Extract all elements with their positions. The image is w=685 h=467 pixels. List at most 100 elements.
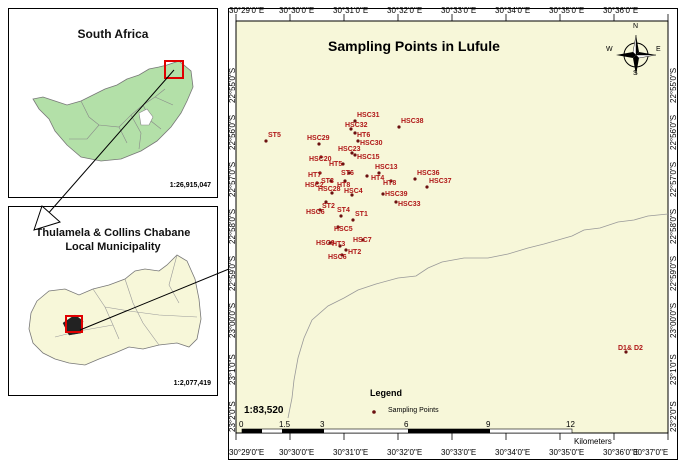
sampling-point-label: HSC2 bbox=[305, 182, 324, 189]
sampling-point-marker bbox=[319, 155, 323, 159]
sampling-point-marker bbox=[350, 193, 354, 197]
scale-label-1: 1.5 bbox=[279, 420, 291, 429]
lat-label-right-3: 22°58'0"S bbox=[669, 208, 678, 244]
lon-label-top-7: 30°36'0"E bbox=[603, 6, 639, 15]
sampling-point-marker bbox=[394, 200, 398, 204]
sampling-point-label: HSC28 bbox=[318, 186, 341, 193]
sampling-point-label: HSC30 bbox=[360, 140, 383, 147]
lat-label-right-5: 23°00'0"S bbox=[669, 302, 678, 338]
lon-label-bottom-1: 30°30'0"E bbox=[279, 448, 315, 457]
sampling-point-marker bbox=[329, 179, 333, 183]
lon-label-top-4: 30°33'0"E bbox=[441, 6, 477, 15]
sampling-point-marker bbox=[317, 142, 321, 146]
sampling-point-marker bbox=[318, 171, 322, 175]
lon-label-bottom-3: 30°32'0"E bbox=[387, 448, 423, 457]
sampling-point-marker bbox=[330, 191, 334, 195]
sampling-point-marker bbox=[365, 174, 369, 178]
lon-label-bottom-7: 30°36'0"E bbox=[603, 448, 639, 457]
sampling-point-label: HSC37 bbox=[429, 178, 452, 185]
compass-s: S bbox=[633, 70, 638, 77]
lat-label-right-6: 23°1'0"S bbox=[669, 354, 678, 385]
sampling-point-label: HSC39 bbox=[385, 191, 408, 198]
sampling-point-marker bbox=[338, 244, 342, 248]
sampling-point-label: HSC36 bbox=[417, 170, 440, 177]
scale-bar-labels: 0 1.5 3 6 9 12 bbox=[228, 420, 678, 430]
main-map: Sampling Points in Lufule N S W E HSC31 H… bbox=[228, 6, 678, 460]
sampling-point-label: ST6 bbox=[341, 170, 354, 177]
south-africa-scale: 1:26,915,047 bbox=[169, 182, 211, 189]
south-africa-title: South Africa bbox=[77, 27, 149, 41]
lon-label-bottom-0: 30°29'0"E bbox=[229, 448, 265, 457]
lon-label-bottom-4: 30°33'0"E bbox=[441, 448, 477, 457]
sampling-point-marker bbox=[351, 218, 355, 222]
sampling-point-label: HT2 bbox=[348, 249, 361, 256]
lat-label-right-2: 22°57'0"S bbox=[669, 161, 678, 197]
sampling-point-label: HT6 bbox=[357, 132, 370, 139]
sampling-point-label: HSC6 bbox=[306, 209, 325, 216]
municipality-title-line2: Local Municipality bbox=[65, 241, 161, 253]
sampling-point-marker bbox=[381, 192, 385, 196]
sampling-point-marker bbox=[347, 171, 351, 175]
frame-ticks bbox=[235, 14, 669, 440]
sampling-point-marker bbox=[353, 153, 357, 157]
sampling-point-marker bbox=[389, 179, 393, 183]
sampling-point-marker bbox=[425, 185, 429, 189]
sampling-point-marker bbox=[336, 225, 340, 229]
lat-label-left-2: 22°57'0"S bbox=[228, 161, 237, 197]
sampling-point-marker bbox=[349, 127, 353, 131]
sampling-point-label: ST1 bbox=[355, 211, 368, 218]
sampling-point-label: HSC4 bbox=[344, 188, 363, 195]
scale-bar bbox=[241, 428, 573, 434]
sampling-point-label: ST5 bbox=[268, 132, 281, 139]
compass-n: N bbox=[633, 23, 639, 30]
legend-point-icon bbox=[372, 410, 376, 414]
municipality-inset: Thulamela & Collins Chabane Local Munici… bbox=[8, 206, 218, 396]
lon-label-top-2: 30°31'0"E bbox=[333, 6, 369, 15]
sampling-point-label: HSC23 bbox=[338, 146, 361, 153]
sampling-point-label: HSC5 bbox=[334, 226, 353, 233]
sampling-points-layer: HSC31 HSC32 HT6 HSC38 HSC30 HSC29 ST5 HSC23 HSC2… bbox=[264, 112, 643, 354]
sampling-point-label: HT8 bbox=[337, 182, 350, 189]
map-title: Sampling Points in Lufule bbox=[328, 38, 500, 54]
sampling-point-marker bbox=[340, 253, 344, 257]
sampling-point-label: HSC32 bbox=[345, 122, 368, 129]
sampling-point-marker bbox=[353, 131, 357, 135]
sampling-point-marker bbox=[264, 139, 268, 143]
sampling-point-label: HT8 bbox=[383, 180, 396, 187]
lat-label-left-6: 23°1'0"S bbox=[228, 354, 237, 385]
sampling-point-label: HSC38 bbox=[401, 118, 424, 125]
sampling-point-label: D1& D2 bbox=[618, 345, 643, 352]
sampling-point-label: HSC7 bbox=[353, 237, 372, 244]
sampling-point-label: HSC9 bbox=[316, 240, 335, 247]
sampling-point-marker bbox=[315, 181, 319, 185]
municipality-scale: 1:2,077,419 bbox=[173, 380, 211, 387]
lat-label-right-1: 22°56'0"S bbox=[669, 114, 678, 150]
lat-label-left-0: 22°55'0"S bbox=[228, 67, 237, 103]
scale-bar-unit: Kilometers bbox=[574, 437, 612, 446]
sampling-point-label: HSC20 bbox=[309, 156, 332, 163]
south-africa-inset: South Africa 1:26,915,047 bbox=[8, 8, 218, 198]
lat-label-right-7: 23°2'0"S bbox=[669, 401, 678, 432]
sampling-point-marker bbox=[324, 200, 328, 204]
sampling-point-label: ST2 bbox=[322, 203, 335, 210]
lon-label-top-3: 30°32'0"E bbox=[387, 6, 423, 15]
sampling-point-label: HT7 bbox=[308, 172, 321, 179]
sampling-point-marker bbox=[343, 179, 347, 183]
sampling-point-marker bbox=[397, 125, 401, 129]
sampling-point-label: HT3 bbox=[332, 241, 345, 248]
sampling-point-marker bbox=[353, 119, 357, 123]
municipality-map bbox=[28, 254, 202, 366]
sampling-point-label: HSC15 bbox=[357, 154, 380, 161]
scale-label-4: 9 bbox=[486, 420, 491, 429]
lon-label-top-0: 30°29'0"E bbox=[229, 6, 265, 15]
lon-label-top-1: 30°30'0"E bbox=[279, 6, 315, 15]
lat-label-right-0: 22°55'0"S bbox=[669, 67, 678, 103]
scale-label-3: 6 bbox=[404, 420, 409, 429]
sampling-point-marker bbox=[318, 208, 322, 212]
north-arrow-icon bbox=[616, 34, 657, 75]
lon-labels-bottom: 30°29'0"E 30°30'0"E 30°31'0"E 30°32'0"E … bbox=[228, 448, 678, 460]
sampling-point-marker bbox=[361, 238, 365, 242]
sampling-point-marker bbox=[339, 214, 343, 218]
sampling-point-label: ST3 bbox=[321, 178, 334, 185]
sampling-point-marker bbox=[328, 241, 332, 245]
